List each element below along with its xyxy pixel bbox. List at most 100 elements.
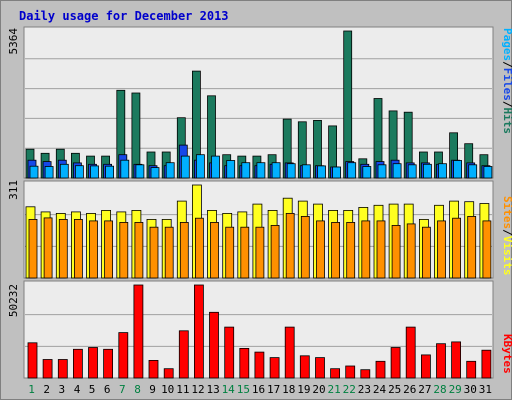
kbytes-bar <box>345 365 356 379</box>
day-label: 12 <box>191 383 204 396</box>
kbytes-bar <box>315 357 325 379</box>
day-label: 4 <box>74 383 81 396</box>
sites-bar <box>179 221 189 279</box>
day-label: 9 <box>149 383 156 396</box>
kbytes-bar <box>239 347 250 379</box>
pages-bar <box>256 162 266 179</box>
pages-bar <box>180 155 190 179</box>
kbytes-bar <box>330 368 341 379</box>
sites-bar <box>240 226 250 279</box>
kbytes-bar <box>481 349 492 379</box>
sites-bar <box>300 215 310 279</box>
pages-bar <box>483 166 493 179</box>
sites-bar <box>164 226 174 279</box>
day-label: 24 <box>373 383 387 396</box>
day-label: 8 <box>134 383 141 396</box>
sites-bar <box>28 218 38 279</box>
pages-bar <box>317 165 326 179</box>
kbytes-bar <box>133 284 144 379</box>
day-label: 22 <box>343 383 356 396</box>
pages-bar <box>241 162 251 179</box>
sites-bar <box>270 224 280 279</box>
sites-bar <box>43 217 53 279</box>
pages-bar <box>165 162 175 179</box>
kbytes-bar <box>360 369 371 379</box>
legend-hits: Hits <box>501 108 512 135</box>
day-label: 18 <box>282 383 295 396</box>
kbytes-bar <box>57 359 68 379</box>
kbytes-bar <box>163 368 174 379</box>
day-label: 11 <box>176 383 189 396</box>
day-label: 30 <box>464 383 477 396</box>
kbytes-bar <box>390 347 401 379</box>
day-label: 3 <box>58 383 65 396</box>
day-label: 5 <box>89 383 96 396</box>
pages-bar <box>301 164 311 179</box>
top-max-label: 5364 <box>7 28 20 55</box>
middle-max-label: 311 <box>7 180 20 200</box>
day-labels: 1 2 3 4 5 6 7 8 9 10 11 12 13 14 15 16 17 18 19 20 21 22 23 24 2… <box>28 383 492 396</box>
top-legend: Pages/Files/Hits <box>501 28 512 134</box>
top-plot-area <box>23 26 494 179</box>
kbytes-bar <box>209 311 219 379</box>
pages-bar <box>75 165 84 179</box>
legend-sites: Sites <box>501 196 512 229</box>
sites-bar <box>119 221 129 279</box>
kbytes-bar <box>148 359 159 379</box>
bottom-panel <box>23 280 494 379</box>
pages-bar <box>120 159 130 179</box>
kbytes-bar <box>118 332 129 379</box>
sites-bar <box>376 220 386 279</box>
kbytes-bar <box>451 341 462 379</box>
day-label: 21 <box>327 383 340 396</box>
kbytes-bar <box>420 354 431 379</box>
legend-separator: / <box>501 61 512 68</box>
day-label: 19 <box>297 383 310 396</box>
sites-bar <box>361 220 371 279</box>
middle-legend: Sites/Visits <box>501 196 512 276</box>
sites-bar <box>89 220 98 279</box>
pages-bar <box>195 154 205 179</box>
day-label: 16 <box>252 383 265 396</box>
sites-bar <box>194 217 204 279</box>
chart-title: Daily usage for December 2013 <box>19 9 229 23</box>
kbytes-bar <box>73 348 83 379</box>
kbytes-bar <box>254 351 265 379</box>
pages-bar <box>286 163 296 179</box>
legend-kbytes: KBytes <box>501 334 512 374</box>
day-label: 7 <box>119 383 126 396</box>
sites-bar <box>149 226 159 279</box>
legend-separator: / <box>501 101 512 108</box>
sites-bar <box>255 226 265 279</box>
kbytes-bar <box>375 360 386 379</box>
top-panel <box>23 26 494 179</box>
legend-files: Files <box>501 68 512 101</box>
kbytes-bar <box>405 326 416 379</box>
kbytes-bar <box>436 343 446 379</box>
pages-bar <box>150 167 160 179</box>
day-label: 17 <box>267 383 280 396</box>
pages-bar <box>392 163 402 179</box>
sites-bar <box>104 220 113 279</box>
day-label: 31 <box>479 383 492 396</box>
pages-bar <box>362 166 372 179</box>
sites-bar <box>452 217 462 279</box>
day-label: 26 <box>403 383 416 396</box>
day-label: 13 <box>206 383 219 396</box>
sites-bar <box>225 226 235 279</box>
pages-bar <box>90 165 99 179</box>
bottom-max-label: 50232 <box>7 284 20 317</box>
pages-bar <box>453 160 463 179</box>
day-label: 6 <box>104 383 111 396</box>
sites-bar <box>421 226 431 279</box>
kbytes-bar <box>27 342 38 379</box>
day-label: 28 <box>433 383 446 396</box>
pages-bar <box>29 165 39 179</box>
pages-bar <box>105 165 114 179</box>
sites-bar <box>467 215 477 279</box>
kbytes-bar <box>42 359 53 379</box>
kbytes-bar <box>88 347 98 379</box>
kbytes-bar <box>299 355 310 379</box>
sites-bar <box>74 218 83 279</box>
